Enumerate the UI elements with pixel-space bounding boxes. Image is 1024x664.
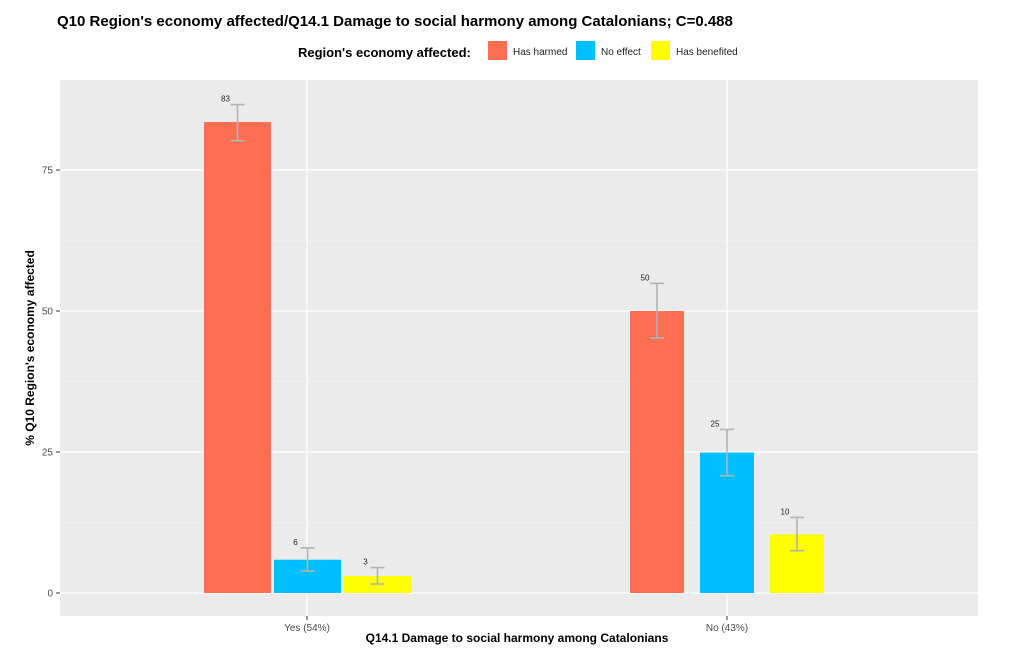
legend-item-has-harmed: Has harmed [488,41,567,60]
legend-swatch [651,41,670,60]
legend: Region's economy affected: Has harmed No … [298,41,738,60]
data-label: 10 [781,507,790,516]
data-label: 25 [711,419,720,428]
legend-label: No effect [601,47,641,58]
legend-item-has-benefited: Has benefited [651,41,738,60]
error-bar [230,103,245,142]
legend-swatch [488,41,507,60]
legend-label: Has harmed [513,47,567,58]
legend-item-no-effect: No effect [576,41,641,60]
error-bar [650,282,664,339]
error-bar [720,428,734,477]
x-tick-label: No (43%) [706,623,748,634]
error-bar [300,547,315,572]
bar-has-harmed-yes [204,122,271,593]
legend-title: Region's economy affected: [298,45,471,60]
y-tick-label: 25 [42,448,54,459]
y-axis-title: % Q10 Region's economy affected [23,250,37,446]
error-bar [370,566,385,585]
bar-has-harmed-no [630,311,684,593]
plot-panel [60,80,978,616]
data-label: 6 [293,538,298,547]
legend-swatch [576,41,595,60]
data-label: 83 [221,95,230,104]
data-label: 3 [363,558,368,567]
y-tick-label: 75 [42,166,54,177]
y-tick-label: 50 [42,307,54,318]
y-tick-label: 0 [47,589,53,600]
data-label: 50 [641,273,650,282]
x-tick-label: Yes (54%) [284,623,330,634]
chart-title: Q10 Region's economy affected/Q14.1 Dama… [57,13,733,30]
x-axis-title: Q14.1 Damage to social harmony among Cat… [366,631,669,645]
error-bar [790,516,804,552]
legend-label: Has benefited [676,47,738,58]
